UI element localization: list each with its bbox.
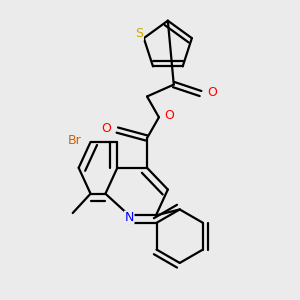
Text: O: O <box>101 122 111 135</box>
Text: O: O <box>207 85 217 98</box>
Text: N: N <box>124 211 134 224</box>
Text: S: S <box>135 27 143 40</box>
Text: Br: Br <box>67 134 81 147</box>
Text: O: O <box>164 109 174 122</box>
